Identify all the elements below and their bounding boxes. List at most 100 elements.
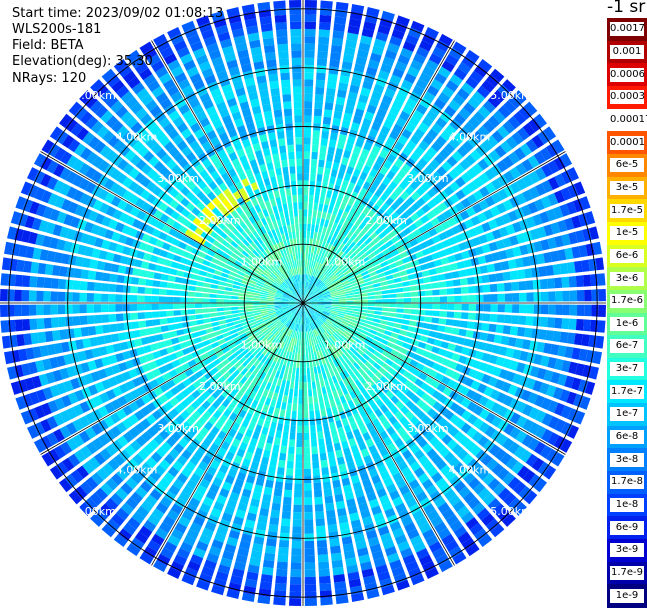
ray-gate: [296, 454, 302, 461]
ray-gate: [14, 305, 22, 317]
ray-gate: [146, 328, 154, 335]
ray-gate: [324, 430, 331, 438]
ray-gate: [381, 286, 389, 291]
ray-gate: [304, 159, 310, 166]
ray-gate: [546, 330, 555, 341]
ray-gate: [265, 200, 271, 208]
ray-gate: [51, 278, 59, 289]
ray-gate: [333, 391, 339, 399]
ray-gate: [305, 599, 317, 607]
ray-gate: [332, 162, 339, 170]
ray-gate: [386, 326, 394, 332]
ray-gate: [278, 460, 285, 468]
ray-gate: [87, 282, 95, 291]
ray-gate: [269, 81, 279, 89]
ray-gate: [290, 217, 294, 225]
ray-gate: [294, 209, 298, 216]
ray-gate: [196, 319, 204, 325]
ray-gate: [116, 314, 124, 322]
ray-gate: [232, 314, 240, 318]
ray-gate: [446, 280, 454, 287]
ray-gate: [318, 226, 323, 234]
ray-gate: [145, 287, 153, 294]
ray-gate: [218, 286, 226, 291]
ray-gate: [366, 317, 374, 321]
ray-gate: [300, 353, 302, 360]
ray-gate: [260, 303, 267, 305]
ray-gate: [97, 261, 106, 270]
ray-gate: [29, 319, 37, 330]
ray-gate: [304, 498, 312, 505]
ray-gate: [312, 137, 319, 145]
ray-gate: [546, 265, 555, 276]
ray-gate: [335, 450, 343, 458]
ray-gate: [315, 374, 319, 382]
ray-gate: [498, 294, 505, 302]
ray-gate: [325, 197, 331, 205]
ray-gate: [318, 439, 325, 447]
ray-gate: [325, 496, 334, 504]
ray-gate: [490, 314, 498, 322]
ray-gate: [480, 265, 489, 274]
ray-gate: [290, 173, 296, 181]
ray-gate: [268, 406, 274, 414]
ray-gate: [295, 217, 299, 224]
ray-gate: [268, 192, 274, 200]
ray-gate: [437, 274, 445, 281]
ray-gate: [541, 292, 549, 302]
ray-gate: [154, 272, 162, 279]
ray-gate: [211, 322, 219, 327]
ray-gate: [202, 304, 209, 308]
ray-gate: [304, 216, 308, 223]
ray-gate: [299, 339, 301, 346]
ray-gate: [318, 37, 329, 45]
ray-gate: [109, 284, 117, 292]
ray-gate: [295, 375, 299, 382]
ray-gate: [104, 335, 113, 344]
ray-gate: [45, 264, 54, 275]
ray-gate: [291, 418, 296, 426]
ray-gate: [326, 190, 332, 198]
ray-gate: [281, 380, 286, 388]
ray-gate: [510, 326, 518, 336]
ray-gate: [404, 298, 411, 302]
ray-gate: [374, 315, 382, 319]
ray-gate: [260, 301, 267, 303]
ray-gate: [327, 81, 337, 89]
ray-gate: [303, 267, 305, 274]
ray-gate: [280, 189, 286, 197]
ray-gate: [308, 217, 312, 224]
ray-gate: [346, 308, 353, 311]
ray-gate: [264, 487, 273, 496]
ray-gate: [317, 388, 322, 396]
ray-gate: [276, 29, 287, 37]
ray-gate: [346, 301, 353, 303]
ray-gate: [333, 31, 345, 40]
ray-gate: [199, 270, 207, 276]
ray-gate: [308, 389, 312, 396]
ray-gate: [325, 161, 332, 169]
ray-gate: [290, 570, 301, 578]
ray-gate: [274, 408, 280, 416]
ray-gate: [145, 279, 153, 286]
ray-gate: [202, 298, 209, 302]
ray-gate: [423, 323, 431, 329]
ray-gate: [73, 280, 81, 290]
ray-gate: [289, 439, 295, 447]
ray-gate: [263, 38, 274, 47]
ray-gate: [307, 224, 311, 231]
ray-gate: [426, 297, 433, 302]
ray-gate: [337, 193, 344, 201]
ray-gate: [188, 292, 196, 297]
ray-gate: [210, 313, 218, 318]
ray-gate: [225, 315, 233, 319]
ray-gate: [494, 335, 503, 344]
ray-gate: [261, 574, 273, 583]
ray-gate: [278, 547, 289, 555]
ray-gate: [231, 292, 239, 296]
ray-gate: [190, 274, 198, 280]
ray-gate: [496, 325, 504, 334]
ray-gate: [197, 325, 205, 331]
ray-gate: [379, 324, 387, 329]
ray-gate: [353, 294, 361, 297]
